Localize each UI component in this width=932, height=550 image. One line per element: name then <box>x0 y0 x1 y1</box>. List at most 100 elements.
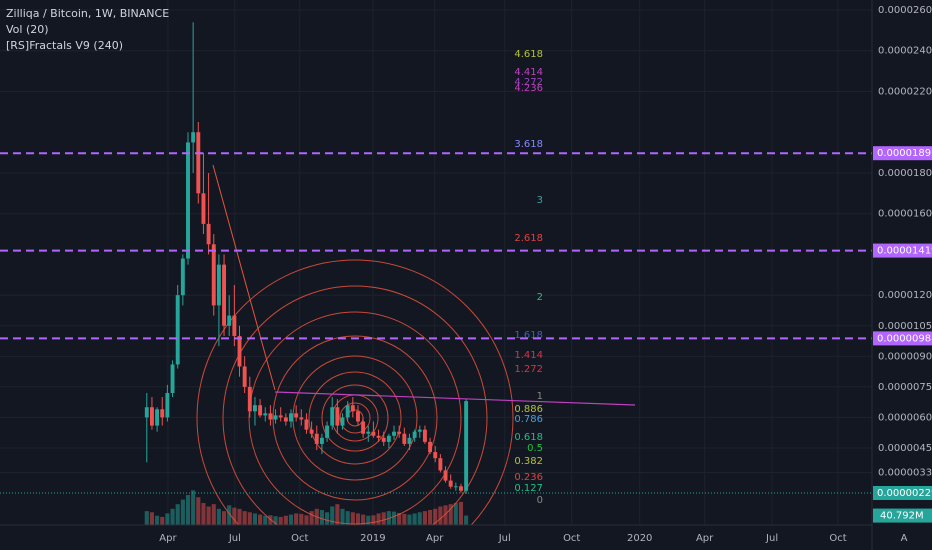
volume-bar <box>242 511 247 525</box>
candle-body <box>175 295 180 365</box>
volume-bar <box>294 513 299 525</box>
candle-body <box>376 435 381 438</box>
candle-body <box>237 335 242 367</box>
volume-bar <box>201 503 206 525</box>
candle-body <box>417 429 422 432</box>
volume-bar <box>196 497 201 525</box>
volume-bar <box>263 515 268 525</box>
candle-body <box>422 429 427 442</box>
candle-body <box>289 413 293 422</box>
candle-body <box>211 244 216 306</box>
candle-body <box>453 486 458 488</box>
volume-bar <box>175 504 180 525</box>
candle-body <box>180 258 185 296</box>
x-tick-label: Oct <box>291 533 308 544</box>
x-tick-label: Jul <box>765 533 778 544</box>
candle-body <box>247 386 252 412</box>
fib-level-label: 4.618 <box>514 49 543 60</box>
trend-line <box>274 391 636 406</box>
candle-body <box>196 132 201 194</box>
volume-bar <box>371 515 376 525</box>
volume-bar <box>443 505 448 525</box>
volume-bar <box>273 516 278 525</box>
candle-body <box>268 413 273 420</box>
candle-body <box>252 405 257 412</box>
volume-bar <box>237 508 242 525</box>
trend-line <box>212 164 276 391</box>
candle-body <box>283 417 288 422</box>
volume-bar <box>417 512 422 525</box>
volume-bar <box>170 508 175 525</box>
x-tick-label: Oct <box>563 533 580 544</box>
candle-body <box>412 431 417 438</box>
fib-level-label: 0.618 <box>514 432 543 443</box>
volume-bar <box>185 494 191 525</box>
volume-bar <box>464 515 469 525</box>
volume-bar <box>155 515 160 525</box>
candle-body <box>186 142 190 259</box>
candle-body <box>407 437 412 444</box>
candle-body <box>304 419 309 430</box>
candle-body <box>381 437 386 442</box>
scale-mode-button[interactable]: A <box>901 533 908 544</box>
candle-body <box>350 405 355 412</box>
candle-body <box>330 407 335 426</box>
volume-bar <box>335 504 340 525</box>
x-tick-label: 2020 <box>627 533 652 544</box>
candle-body <box>170 364 175 393</box>
volume-bar <box>376 513 381 525</box>
volume-bar <box>381 512 386 525</box>
candle-body <box>263 413 268 416</box>
candle-body <box>242 366 247 387</box>
indicator-label: Vol (20) <box>6 23 49 36</box>
volume-bar <box>180 499 185 525</box>
indicator-label: [RS]Fractals V9 (240) <box>6 39 123 52</box>
volume-bar <box>252 513 258 525</box>
volume-bar <box>422 511 427 525</box>
fib-level-label: 0.127 <box>514 483 543 494</box>
candle-body <box>448 480 453 487</box>
volume-bar <box>448 504 453 525</box>
volume-bar <box>319 509 324 525</box>
candle-body <box>216 264 221 306</box>
candle-body <box>278 415 283 418</box>
volume-bar <box>350 512 355 525</box>
candle-body <box>165 392 170 418</box>
chart-title: Zilliqa / Bitcoin, 1W, BINANCE <box>6 7 169 20</box>
candle-body <box>428 441 433 453</box>
candle-body <box>294 413 299 418</box>
fib-level-label: 0.786 <box>514 414 543 425</box>
candle-body <box>464 401 469 491</box>
volume-bar <box>299 513 304 525</box>
fib-level-label: 4.414 <box>514 67 543 78</box>
x-tick-label: 2019 <box>360 533 385 544</box>
volume-bar <box>258 514 263 525</box>
volume-bar <box>397 512 402 525</box>
volume-bar <box>211 504 216 525</box>
x-tick-label: Jul <box>228 533 241 544</box>
x-tick-label: Apr <box>696 533 714 544</box>
volume-bar <box>345 511 350 525</box>
price-line-label: 0.00001897 <box>877 148 932 159</box>
candle-body <box>335 407 340 426</box>
volume-label: 40.792M <box>880 511 924 522</box>
candle-body <box>299 417 304 420</box>
volume-bar <box>355 513 361 525</box>
volume-bar <box>160 516 165 525</box>
fib-level-label: 1.272 <box>514 364 543 375</box>
volume-bar <box>247 512 252 525</box>
candle-body <box>340 417 345 426</box>
candle-body <box>433 452 438 459</box>
candle-body <box>325 425 330 438</box>
volume-bar <box>402 513 407 525</box>
volume-bar <box>227 505 232 525</box>
x-tick-label: Apr <box>426 533 444 544</box>
fib-level-label: 3.618 <box>514 139 543 150</box>
fib-level-label: 2.618 <box>514 233 543 244</box>
volume-bar <box>268 515 273 525</box>
volume-bar <box>407 514 412 525</box>
volume-bar <box>453 503 458 525</box>
